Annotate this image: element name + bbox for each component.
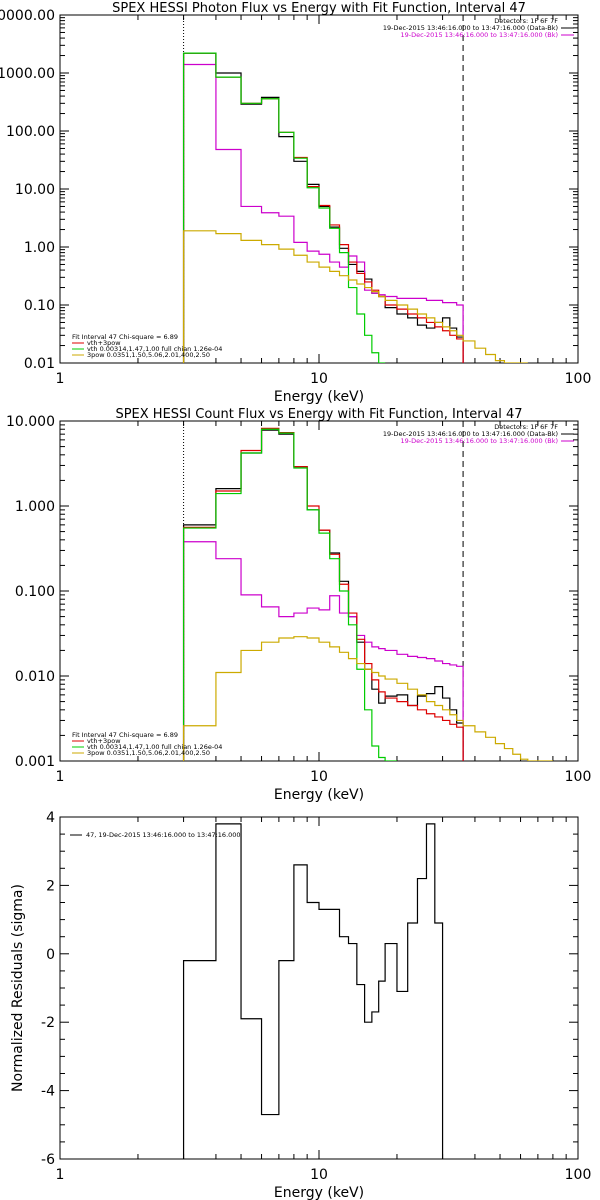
y-tick-label: 4: [46, 810, 55, 826]
y-ticks: 0.01 0.10 1.00 10.00 100.00 1000.00 10000.00: [0, 8, 578, 372]
legend-entry: 47, 19-Dec-2015 13:46:16.000 to 13:47:16…: [86, 831, 241, 839]
legend-entry: 3pow 0.0351,1.50,5.06,2.01,400,2.50: [87, 351, 210, 359]
y-tick-label: 10.000: [6, 414, 55, 430]
header-line: 19-Dec-2015 13:46:16.000 to 13:47:16.000…: [401, 31, 559, 39]
data-series: [182, 427, 553, 761]
series-3pow: [182, 636, 553, 761]
legend-entry: vth+3pow: [87, 737, 121, 745]
x-tick-label: 100: [565, 1167, 592, 1183]
y-tick-label: 10.00: [15, 182, 55, 198]
x-ticks: 1 10 100: [56, 15, 592, 387]
legend-entry: vth+3pow: [87, 339, 121, 347]
x-tick-label: 1: [56, 371, 65, 387]
y-tick-label: 0.01: [24, 356, 55, 372]
legend-entry: 3pow 0.0351,1.50,5.06,2.01,400,2.50: [87, 749, 210, 757]
y-tick-label: -6: [41, 1152, 55, 1168]
x-tick-label: 10: [310, 371, 328, 387]
fit-interval-text: Fit Interval 47 Chi-square = 6.89: [72, 333, 178, 341]
x-tick-label: 100: [565, 769, 592, 785]
y-tick-label: -2: [41, 1015, 55, 1031]
y-tick-label: 0.010: [15, 669, 55, 685]
y-tick-label: 0.10: [24, 298, 55, 314]
x-axis-label: Energy (keV): [274, 1185, 364, 1200]
x-tick-label: 100: [565, 371, 592, 387]
residual-legend: 47, 19-Dec-2015 13:46:16.000 to 13:47:16…: [70, 831, 241, 839]
y-tick-label: 10000.00: [0, 8, 55, 24]
series-Data-Bk: [182, 429, 464, 761]
y-tick-label: -4: [41, 1084, 55, 1100]
series-vth: [182, 52, 386, 363]
fit-legend: Fit Interval 47 Chi-square = 6.89vth+3po…: [72, 333, 222, 359]
chart-title: SPEX HESSI Count Flux vs Energy with Fit…: [115, 407, 522, 422]
y-ticks: 0.001 0.010 0.100 1.000 10.000: [6, 414, 578, 770]
header-line: 19-Dec-2015 13:46:16.000 to 13:47:16.000…: [383, 24, 558, 32]
axes-frame: [59, 816, 579, 1160]
chart-1: SPEX HESSI Photon Flux vs Energy with Fi…: [0, 1, 591, 405]
header-line: Detectors: 1F 6F 7F: [494, 17, 558, 25]
chart-3: 1 10 100 Energy (keV) -6 -4 -2 0 2 4 Normalized Re…: [10, 810, 591, 1200]
y-tick-label: 1.000: [15, 499, 55, 515]
y-axis-label: Normalized Residuals (sigma): [10, 884, 26, 1092]
y-tick-label: 2: [46, 878, 55, 894]
y-tick-label: 1.00: [24, 240, 55, 256]
x-tick-label: 10: [310, 1167, 328, 1183]
series-vth+3pow: [182, 427, 464, 761]
x-axis-label: Energy (keV): [274, 787, 364, 803]
header-line: 19-Dec-2015 13:46:16.000 to 13:47:16.000…: [401, 437, 559, 445]
fit-interval-text: Fit Interval 47 Chi-square = 6.89: [72, 731, 178, 739]
x-axis-label: Energy (keV): [274, 389, 364, 405]
y-tick-label: 1000.00: [0, 66, 55, 82]
series-3pow: [182, 230, 528, 363]
fit-legend: Fit Interval 47 Chi-square = 6.89vth+3po…: [72, 731, 222, 757]
data-series: [182, 823, 444, 1159]
legend-entry: vth 0.00314,1.47,1.00 full chian 1.26e-0…: [87, 345, 222, 353]
series-Bk: [182, 63, 464, 363]
header-line: Detectors: 1F 6F 7F: [494, 423, 558, 431]
y-tick-label: 0: [46, 947, 55, 963]
legend-entry: vth 0.00314,1.47,1.00 full chian 1.26e-0…: [87, 743, 222, 751]
y-tick-label: 0.100: [15, 584, 55, 600]
series-residuals: [182, 823, 444, 1159]
x-ticks: 1 10 100: [56, 817, 592, 1183]
series-Bk: [182, 541, 464, 761]
header-line: 19-Dec-2015 13:46:16.000 to 13:47:16.000…: [383, 430, 558, 438]
x-tick-label: 1: [56, 1167, 65, 1183]
series-vth: [182, 428, 397, 761]
x-tick-label: 10: [310, 769, 328, 785]
x-tick-label: 1: [56, 769, 65, 785]
y-tick-label: 100.00: [6, 124, 55, 140]
chart-2: SPEX HESSI Count Flux vs Energy with Fit…: [6, 407, 591, 803]
axes-frame: [59, 420, 579, 762]
y-tick-label: 0.001: [15, 754, 55, 770]
data-series: [182, 52, 528, 363]
y-ticks: -6 -4 -2 0 2 4: [41, 810, 578, 1168]
chart-title: SPEX HESSI Photon Flux vs Energy with Fi…: [112, 1, 526, 16]
